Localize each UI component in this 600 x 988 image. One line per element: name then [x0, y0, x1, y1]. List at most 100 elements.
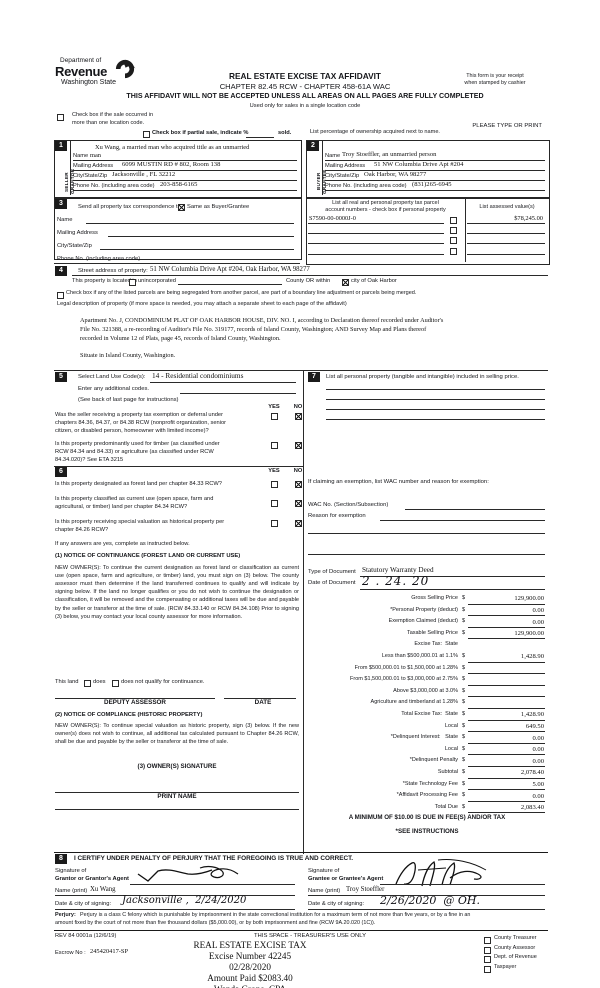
unincorporated-checkbox[interactable] — [129, 279, 136, 286]
landuse-value[interactable]: 14 - Residential condominiums — [152, 371, 244, 380]
multi-location-label-1: Check box if the sale occurred in — [72, 112, 154, 118]
tax-row-label-15: Subtotal — [437, 769, 458, 775]
tax-row-input-10[interactable] — [468, 719, 545, 721]
additional-codes-input[interactable] — [180, 393, 296, 394]
recipient-checkbox-1[interactable] — [484, 946, 491, 954]
tax-row-dollar-11: $ — [462, 722, 466, 729]
tax-row-label-9: Agriculture and timberland at 1.28% — [370, 699, 458, 706]
personal-property-line-2[interactable] — [326, 399, 545, 400]
parcel-account-0[interactable]: S7590-00-0000J-0 — [309, 215, 356, 222]
partial-sale-checkbox[interactable] — [143, 131, 150, 138]
parcel-personal-checkbox-0[interactable] — [450, 217, 457, 224]
parcel-personal-checkbox-3[interactable] — [450, 248, 457, 255]
multi-location-checkbox[interactable] — [57, 114, 64, 121]
tax-row-input-18[interactable] — [468, 812, 545, 814]
personal-property-line-3[interactable] — [326, 409, 545, 410]
s6-q1-no-checkbox[interactable] — [295, 481, 302, 488]
recipient-checkbox-3[interactable] — [484, 965, 491, 973]
tax-row-input-14[interactable] — [468, 765, 545, 767]
parcel-personal-checkbox-2[interactable] — [450, 237, 457, 244]
tax-row-input-0[interactable] — [468, 603, 545, 605]
tax-row-input-8[interactable] — [468, 696, 545, 698]
s6-q1-yes-checkbox[interactable] — [271, 481, 278, 488]
assessor-date-line[interactable] — [224, 698, 296, 699]
parcel-assessed-0[interactable]: $78,245.00 — [514, 215, 543, 222]
street-address-value[interactable]: 51 NW Columbia Drive Apt #204, Oak Harbo… — [150, 266, 310, 273]
tax-row-input-13[interactable] — [468, 754, 545, 756]
seller-mailing-value[interactable]: 6099 MUSTIN RD # 802, Room 138 — [122, 161, 221, 168]
tax-row-input-17[interactable] — [468, 800, 545, 802]
corr-city-input[interactable] — [100, 249, 294, 250]
tax-row-input-5[interactable] — [468, 661, 545, 663]
s5-q1-yes-checkbox[interactable] — [271, 413, 278, 420]
buyer-city-value[interactable]: Oak Harbor, WA 98277 — [364, 171, 427, 178]
tax-row-label-3: Taxable Selling Price — [406, 629, 458, 636]
grantor-sig-label-1: Signature of — [55, 868, 87, 874]
s6-q2-no-checkbox[interactable] — [295, 500, 302, 507]
county-name-input[interactable] — [178, 284, 282, 285]
buyer-phone-value[interactable]: (831)265-6945 — [412, 181, 452, 188]
tax-row-input-7[interactable] — [468, 684, 545, 686]
grantee-name-value[interactable]: Troy Stoeffler — [346, 886, 385, 893]
tax-row-input-11[interactable] — [468, 731, 545, 733]
section-8-number: 8 — [55, 854, 67, 864]
form-subtitle: CHAPTER 82.45 RCW - CHAPTER 458-61A WAC — [219, 82, 391, 91]
parcel-assessed-1[interactable] — [467, 233, 545, 234]
seller-phone-value[interactable]: 203-858-6165 — [160, 181, 198, 188]
recipient-checkbox-2[interactable] — [484, 956, 491, 963]
seller-name-value[interactable]: man — [90, 152, 102, 159]
parcel-assessed-2[interactable] — [467, 243, 545, 244]
tax-row-input-15[interactable] — [468, 777, 545, 779]
parcel-account-2[interactable] — [308, 243, 444, 244]
print-name-line[interactable] — [55, 809, 299, 810]
s5-q1-no-checkbox[interactable] — [295, 413, 302, 420]
corr-phone-input[interactable] — [54, 263, 300, 264]
wac-input[interactable] — [405, 509, 545, 510]
parcel-assessed-3[interactable] — [467, 254, 545, 255]
date-of-document-value[interactable]: 2 . 24. 20 — [362, 574, 430, 588]
s5-q2-yes-checkbox[interactable] — [271, 442, 278, 449]
continuance-does-checkbox[interactable] — [84, 680, 91, 687]
reason-input-3[interactable] — [308, 554, 545, 555]
recipient-checkbox-0[interactable] — [484, 937, 491, 944]
s6-q3-no-checkbox[interactable] — [295, 520, 302, 527]
grantor-date-value[interactable]: Jacksonville , 2/24/2020 — [122, 895, 247, 906]
tax-row-input-6[interactable] — [468, 673, 545, 675]
corr-name-input[interactable] — [86, 223, 294, 224]
partial-sale-input[interactable] — [246, 137, 274, 138]
same-as-buyer-checkbox[interactable] — [178, 204, 185, 211]
owner-signature-line[interactable] — [55, 792, 299, 793]
deputy-assessor-sig-line[interactable] — [55, 698, 215, 699]
tax-row-input-9[interactable] — [468, 707, 545, 709]
seller-city-value[interactable]: Jacksonville , FL 32212 — [112, 171, 176, 178]
s5-q2-no-checkbox[interactable] — [295, 442, 302, 449]
corr-mailing-input[interactable] — [108, 236, 294, 237]
parcel-personal-checkbox-1[interactable] — [450, 227, 457, 234]
s6-q3-yes-checkbox[interactable] — [271, 520, 278, 527]
tax-row-input-16[interactable] — [468, 789, 545, 791]
type-of-document-value[interactable]: Statutory Warranty Deed — [362, 566, 434, 574]
buyer-mailing-value[interactable]: 51 NW Columbia Drive Apt #204 — [374, 161, 464, 168]
reason-input-2[interactable] — [308, 533, 545, 534]
s6-q1: Is this property designated as forest la… — [55, 481, 222, 487]
segregated-checkbox[interactable] — [57, 292, 64, 299]
s6-q2-yes-checkbox[interactable] — [271, 500, 278, 507]
date-of-document-rule — [360, 589, 545, 590]
grantor-name-value[interactable]: Xu Wang — [90, 886, 116, 893]
tax-row-input-12[interactable] — [468, 742, 545, 744]
grantee-date-value[interactable]: 2/26/2020 @ OH. — [380, 894, 480, 907]
tax-row-input-2[interactable] — [468, 626, 545, 628]
personal-property-line-4[interactable] — [326, 419, 545, 420]
city-of-checkbox[interactable] — [342, 279, 349, 286]
tax-row-value-2: 0.00 — [532, 618, 544, 626]
continuance-doesnot-checkbox[interactable] — [112, 680, 119, 687]
parcel-heading-1: List all real and personal property tax … — [332, 200, 439, 206]
tax-row-input-3[interactable] — [468, 638, 545, 640]
parcel-account-1[interactable] — [308, 233, 444, 234]
buyer-name-value[interactable]: Troy Stoeffler, an unmarried person — [342, 151, 437, 158]
parcel-account-3[interactable] — [308, 254, 444, 255]
reason-input[interactable] — [380, 520, 545, 521]
personal-property-line-1[interactable] — [326, 389, 545, 390]
tax-row-input-1[interactable] — [468, 615, 545, 617]
s6-q3-line1: Is this property receiving special valua… — [55, 519, 225, 525]
